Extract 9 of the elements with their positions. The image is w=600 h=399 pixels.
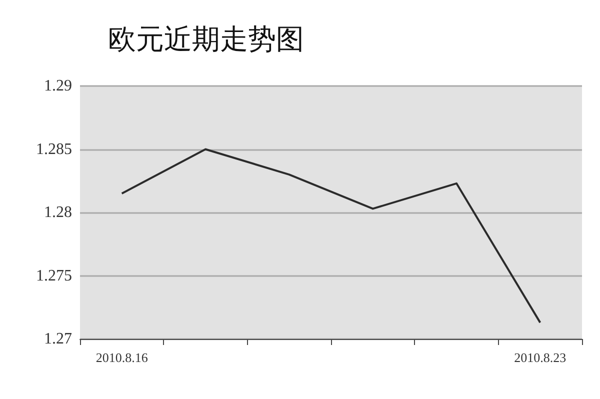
y-tick-label: 1.27	[44, 330, 72, 348]
x-tick-label: 2010.8.16	[96, 350, 148, 365]
line-series	[120, 148, 542, 324]
x-tick-label: 2010.8.23	[514, 350, 566, 365]
chart-title: 欧元近期走势图	[108, 22, 304, 56]
y-tick-label: 1.29	[44, 78, 72, 94]
y-tick-label: 1.275	[36, 267, 72, 284]
y-tick-label: 1.28	[44, 204, 72, 221]
y-tick-label: 1.285	[36, 140, 72, 158]
